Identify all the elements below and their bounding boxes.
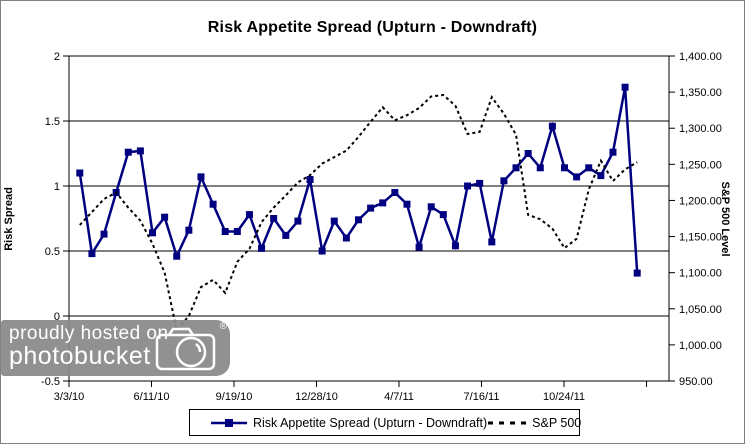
svg-text:7/16/11: 7/16/11 [464, 391, 500, 403]
svg-text:10/24/11: 10/24/11 [543, 391, 585, 403]
svg-text:1: 1 [54, 181, 60, 193]
svg-text:1,000.00: 1,000.00 [679, 340, 722, 352]
watermark-line1: proudly hosted on [9, 323, 169, 344]
risk-series-swatch-icon [211, 418, 247, 427]
svg-text:12/28/10: 12/28/10 [295, 391, 338, 403]
photobucket-watermark: proudly hosted on photobucket ® [1, 320, 230, 376]
legend-item-risk: Risk Appetite Spread (Upturn - Downdraft… [210, 416, 487, 430]
svg-text:1,150.00: 1,150.00 [679, 232, 722, 244]
svg-text:6/11/10: 6/11/10 [134, 391, 170, 403]
svg-text:2: 2 [54, 51, 60, 63]
legend-label-risk: Risk Appetite Spread (Upturn - Downdraft… [253, 415, 488, 430]
svg-text:1,350.00: 1,350.00 [679, 87, 722, 99]
svg-text:9/19/10: 9/19/10 [216, 391, 253, 403]
svg-text:-0.5: -0.5 [41, 376, 60, 388]
svg-text:1,050.00: 1,050.00 [679, 304, 722, 316]
svg-text:1,400.00: 1,400.00 [679, 51, 722, 63]
svg-text:1,200.00: 1,200.00 [679, 195, 722, 207]
svg-text:3/3/10: 3/3/10 [54, 391, 85, 403]
camera-icon [155, 327, 216, 371]
legend-item-sp500: S&P 500 [487, 416, 581, 430]
registered-mark: ® [219, 321, 227, 332]
sp500-series-swatch-icon [488, 421, 527, 424]
svg-text:950.00: 950.00 [679, 376, 713, 388]
svg-text:1,100.00: 1,100.00 [679, 268, 722, 280]
svg-text:1,300.00: 1,300.00 [679, 123, 722, 135]
legend-label-sp500: S&P 500 [532, 415, 582, 430]
right-axis-title: S&P 500 Level [719, 181, 731, 257]
watermark-text: proudly hosted on photobucket [9, 324, 169, 369]
watermark-line2: photobucket [9, 342, 151, 370]
left-axis-title: Risk Spread [3, 187, 15, 251]
svg-text:4/7/11: 4/7/11 [384, 391, 414, 403]
legend: Risk Appetite Spread (Upturn - Downdraft… [189, 409, 581, 436]
chart-title: Risk Appetite Spread (Upturn - Downdraft… [207, 19, 538, 36]
svg-text:1.5: 1.5 [45, 116, 60, 128]
svg-text:0: 0 [54, 311, 60, 323]
svg-text:1,250.00: 1,250.00 [679, 159, 722, 171]
svg-text:0.5: 0.5 [45, 246, 60, 258]
